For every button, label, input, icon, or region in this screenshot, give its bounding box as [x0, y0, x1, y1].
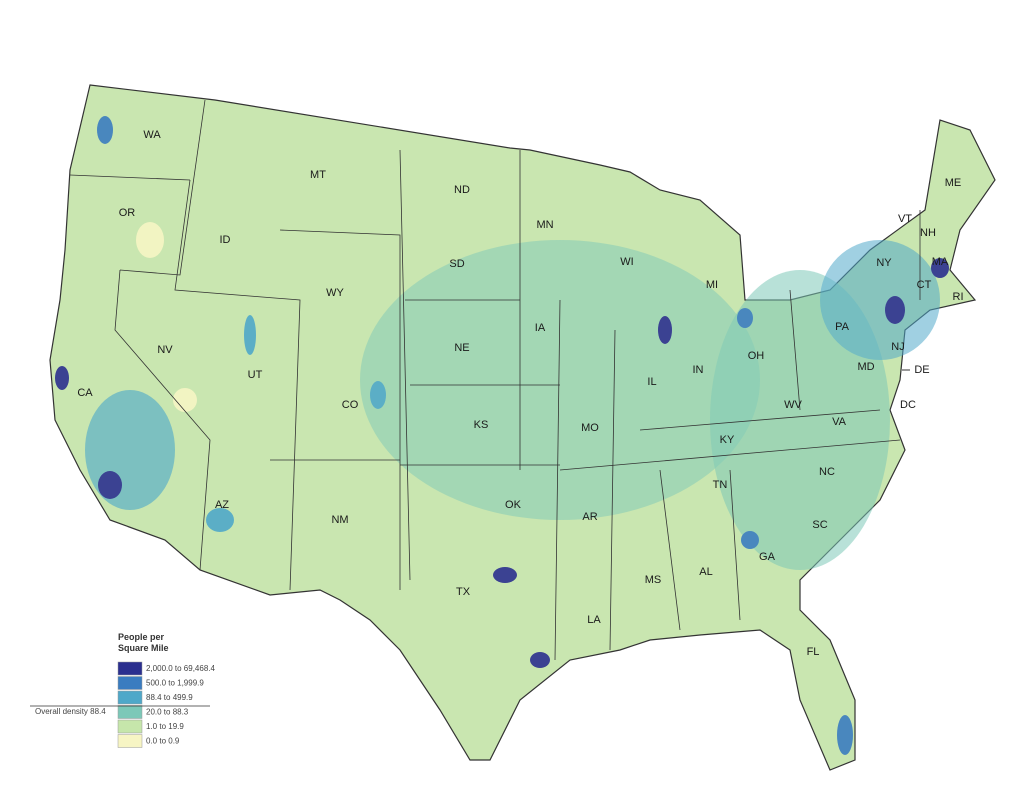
state-label: KY	[720, 434, 735, 446]
state-label: RI	[953, 291, 964, 303]
state-labels: WA OR CA NV ID MT WY UT CO AZ NM ND SD NE KS OK TX MN IA MO…	[77, 129, 963, 658]
state-label: SD	[449, 258, 464, 270]
legend-label: 2,000.0 to 69,468.4	[146, 664, 216, 673]
state-label: WA	[143, 129, 161, 141]
state-label: NH	[920, 227, 936, 239]
legend-swatch	[117, 705, 143, 719]
state-label: MT	[310, 169, 326, 181]
legend-title: People per	[118, 632, 165, 642]
state-label: TN	[713, 479, 728, 491]
legend-label: 1.0 to 19.9	[146, 722, 184, 731]
state-label: GA	[759, 551, 776, 563]
density-areas	[55, 116, 949, 755]
state-label: NE	[454, 342, 469, 354]
state-label: LA	[587, 614, 601, 626]
legend-label: 0.0 to 0.9	[146, 737, 180, 746]
state-label: OR	[119, 207, 136, 219]
state-label: AZ	[215, 499, 229, 511]
state-label: OK	[505, 499, 522, 511]
legend-title: Square Mile	[118, 643, 169, 653]
state-label: ID	[220, 234, 231, 246]
state-label: ND	[454, 184, 470, 196]
state-label: MI	[706, 279, 718, 291]
state-label: NY	[876, 257, 892, 269]
state-label: MD	[857, 361, 874, 373]
legend-swatch	[117, 719, 143, 734]
state-label: NC	[819, 466, 835, 478]
state-label: TX	[456, 586, 471, 598]
state-label: IA	[535, 322, 546, 334]
state-label: FL	[807, 646, 820, 658]
state-label: NV	[157, 344, 173, 356]
state-label: IL	[647, 376, 656, 388]
state-label: PA	[835, 321, 850, 333]
state-label: WI	[620, 256, 633, 268]
state-label: AL	[699, 566, 712, 578]
legend-label: 500.0 to 1,999.9	[146, 679, 204, 688]
state-label: DE	[914, 364, 929, 376]
state-label: CO	[342, 399, 359, 411]
state-label: OH	[748, 350, 765, 362]
legend-swatch	[117, 734, 143, 748]
state-label: ME	[945, 177, 962, 189]
state-label: VT	[898, 213, 912, 225]
state-label: NM	[331, 514, 348, 526]
state-borders	[69, 99, 921, 661]
state-label: NJ	[891, 341, 904, 353]
state-label: VA	[832, 416, 847, 428]
state-label: AR	[582, 511, 597, 523]
state-label: WY	[326, 287, 344, 299]
state-label: MS	[645, 574, 662, 586]
legend-swatch	[117, 661, 143, 676]
state-label: CT	[917, 279, 932, 291]
legend-swatch	[117, 690, 143, 705]
state-label: WV	[784, 399, 802, 411]
state-label: MO	[581, 422, 599, 434]
state-label: CA	[77, 387, 93, 399]
overall-label: Overall density 88.4	[35, 707, 106, 716]
state-label: DC	[900, 399, 916, 411]
legend-label: 88.4 to 499.9	[146, 693, 193, 702]
state-label: MA	[932, 256, 949, 268]
state-label: MN	[536, 219, 553, 231]
legend-label: 20.0 to 88.3	[146, 708, 189, 717]
state-label: KS	[474, 419, 489, 431]
state-label: UT	[248, 369, 263, 381]
legend-swatch	[117, 676, 143, 690]
state-label: IN	[693, 364, 704, 376]
state-label: SC	[812, 519, 827, 531]
